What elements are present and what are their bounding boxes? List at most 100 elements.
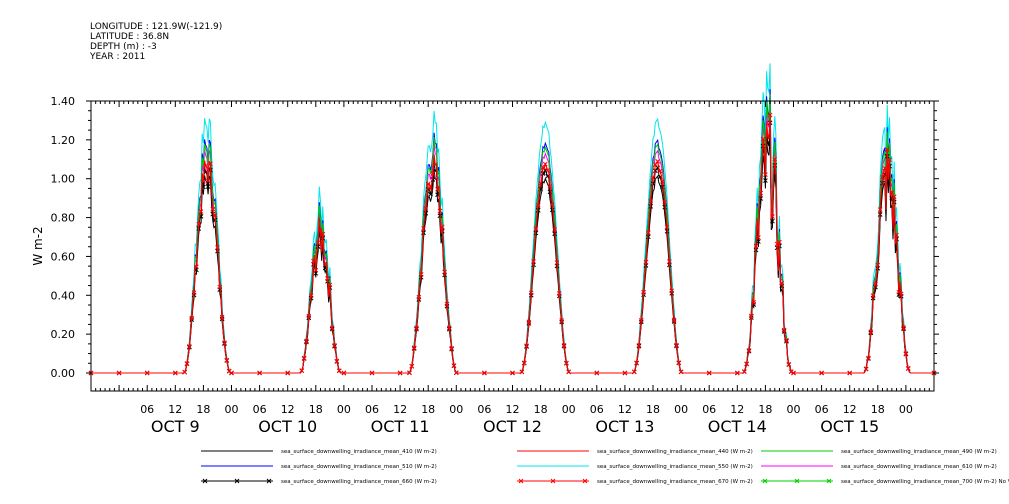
series-marker (547, 183, 553, 189)
x-tick-label: 18 (309, 403, 323, 416)
x-tick-label: 00 (787, 403, 801, 416)
series-marker (847, 370, 853, 376)
series-marker (425, 181, 431, 187)
series-marker (662, 204, 668, 210)
series-marker (652, 168, 658, 174)
series-marker (903, 351, 909, 356)
x-tick-label: 12 (506, 403, 520, 416)
series-marker (449, 346, 454, 351)
series-marker (791, 370, 796, 376)
series-marker (182, 369, 188, 375)
series-marker (198, 209, 204, 214)
series-marker (397, 370, 403, 376)
series-marker (315, 244, 321, 249)
series-marker (549, 202, 555, 208)
series-marker (770, 214, 775, 219)
series-marker (528, 290, 534, 296)
year-label: YEAR : 2011 (90, 52, 146, 62)
x-tick-label: 18 (758, 403, 772, 416)
series-marker (863, 366, 869, 372)
series-marker (325, 276, 330, 281)
series-marker (650, 181, 656, 186)
series-marker (184, 361, 190, 366)
series-marker (217, 284, 223, 290)
series-marker (428, 191, 433, 197)
series-marker (634, 360, 639, 366)
x-tick-label: 00 (337, 403, 351, 416)
series-marker (444, 301, 450, 307)
y-tick-label: 0.60 (51, 250, 76, 263)
series-marker (734, 370, 740, 376)
series-marker (144, 370, 150, 376)
series-marker (786, 362, 792, 367)
series-marker (636, 342, 642, 348)
series-marker (887, 157, 892, 163)
x-tick-label: 12 (730, 403, 744, 416)
series-marker (746, 348, 752, 353)
series-marker (770, 218, 775, 224)
series-marker (880, 174, 885, 180)
series-marker (482, 370, 487, 376)
legend-label: sea_surface_downwelling_irradiance_mean_… (841, 449, 997, 455)
x-tick-label: 06 (253, 403, 267, 416)
series-marker (201, 178, 206, 184)
series-marker (210, 206, 216, 212)
series-marker (313, 267, 319, 273)
series-marker (676, 360, 682, 366)
series-marker (189, 315, 195, 321)
series-marker (196, 221, 202, 227)
x-tick-label: 18 (534, 403, 548, 416)
series-marker (753, 243, 759, 249)
series-marker (194, 264, 199, 270)
x-tick-label: 06 (365, 403, 379, 416)
series-marker (215, 245, 220, 250)
series-marker (905, 366, 911, 371)
series-marker (781, 327, 787, 333)
y-tick-label: 0.40 (51, 289, 76, 302)
y-tick-label: 0.80 (51, 212, 76, 225)
x-tick-label: 12 (618, 403, 632, 416)
x-tick-label: 06 (815, 403, 829, 416)
series-marker (594, 370, 600, 376)
series-marker (760, 136, 766, 142)
series-marker (430, 171, 436, 176)
series-marker (894, 232, 899, 238)
series-marker (645, 230, 651, 235)
day-label: OCT 10 (258, 417, 317, 436)
day-label: OCT 15 (820, 417, 879, 436)
series-marker (545, 167, 550, 173)
series-marker (882, 165, 888, 171)
series-marker (222, 340, 227, 346)
series-marker (763, 178, 768, 183)
x-tick-label: 18 (871, 403, 885, 416)
series-marker (301, 355, 307, 361)
series-marker (875, 262, 881, 268)
series-marker (334, 358, 340, 364)
day-label: OCT 11 (371, 417, 430, 436)
series-marker (306, 313, 312, 319)
series-marker (538, 181, 543, 186)
series-marker (212, 212, 218, 218)
series-marker (561, 343, 567, 348)
series-marker (655, 159, 661, 164)
series-marker (446, 325, 452, 331)
legend-marker (550, 478, 556, 484)
y-tick-label: 0.20 (51, 328, 76, 341)
series-marker (566, 369, 572, 375)
legend: sea_surface_downwelling_irradiance_mean_… (201, 449, 1009, 485)
series-marker (891, 194, 897, 200)
series-marker (315, 240, 321, 246)
series-marker (531, 259, 536, 264)
series-marker (556, 291, 562, 296)
series-marker (788, 369, 794, 374)
series-marker (758, 190, 764, 196)
series-layer (88, 63, 937, 376)
series-marker (631, 369, 637, 375)
series-marker (341, 370, 347, 376)
y-tick-label: 1.00 (51, 173, 76, 186)
series-marker (519, 369, 525, 375)
day-label: OCT 13 (595, 417, 654, 436)
x-tick-label: 00 (899, 403, 913, 416)
series-marker (763, 172, 768, 177)
series-marker (559, 318, 565, 323)
